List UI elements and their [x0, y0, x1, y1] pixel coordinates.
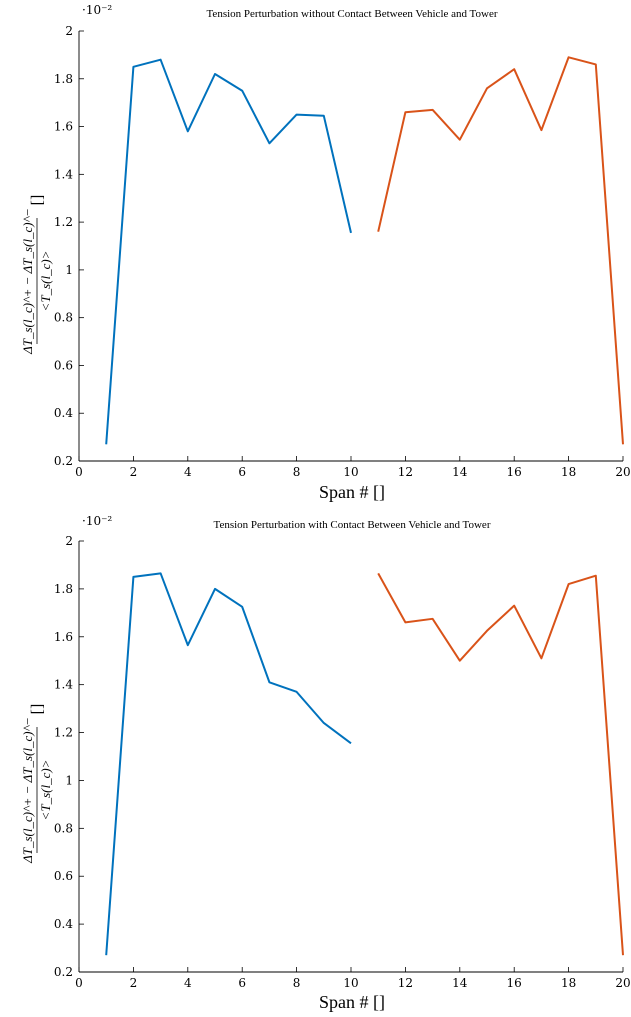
ticks-top: 0 2 4 6 8 10 12 14 16 18 20 0.2 0.4 0.6 0.8 1 1.2 1.4 1.6 1… [54, 24, 631, 479]
series-top [105, 56, 624, 445]
y-tick-label-bottom: 1.2 [54, 726, 73, 740]
x-tick-label-top: 10 [343, 465, 358, 479]
y-tick-label-bottom: 0.6 [54, 869, 73, 883]
y-label-unit-bottom: [] [29, 704, 46, 715]
chart-top: ·10⁻² Tension Perturbation without Conta… [20, 3, 631, 502]
x-tick-label-bottom: 6 [238, 976, 246, 990]
y-label-denominator-bottom: <T_s(l_c)> [38, 760, 53, 821]
x-tick-label-bottom: 4 [184, 976, 192, 990]
x-tick-label-top: 12 [398, 465, 413, 479]
x-tick-label-bottom: 12 [398, 976, 413, 990]
y-tick-label-top: 1.8 [54, 72, 73, 86]
y-label-numerator-bottom: ΔT_s(l_c)^+ − ΔT_s(l_c)^− [20, 717, 35, 864]
y-tick-label-bottom: 1.4 [54, 678, 73, 692]
series-2-line-top [377, 56, 624, 445]
y-multiplier-top: ·10⁻² [82, 3, 112, 17]
y-label-numerator-top: ΔT_s(l_c)^+ − ΔT_s(l_c)^− [20, 208, 35, 355]
x-tick-label-bottom: 20 [615, 976, 630, 990]
y-tick-label-bottom: 1.6 [54, 630, 73, 644]
x-tick-label-top: 4 [184, 465, 192, 479]
x-tick-label-top: 18 [561, 465, 576, 479]
x-tick-label-top: 14 [452, 465, 468, 479]
y-tick-label-top: 0.8 [54, 311, 73, 325]
x-tick-label-bottom: 0 [75, 976, 83, 990]
y-tick-label-bottom: 1.8 [54, 582, 73, 596]
y-tick-label-bottom: 0.2 [54, 965, 73, 979]
x-tick-label-top: 0 [75, 465, 83, 479]
y-tick-label-top: 1.6 [54, 120, 73, 134]
y-label-denominator-top: <T_s(l_c)> [38, 251, 53, 312]
y-tick-label-bottom: 0.8 [54, 821, 73, 835]
y-tick-label-top: 1.4 [54, 167, 73, 181]
x-axis-label-top: Span # [] [319, 482, 385, 502]
series-1-line-top [105, 58, 352, 445]
series-2-line-bottom [377, 572, 624, 956]
y-tick-label-top: 0.6 [54, 358, 73, 372]
y-tick-label-bottom: 1 [65, 773, 73, 787]
y-label-unit-top: [] [29, 195, 46, 206]
x-tick-label-bottom: 18 [561, 976, 576, 990]
x-tick-label-bottom: 2 [130, 976, 138, 990]
x-tick-label-top: 20 [615, 465, 630, 479]
x-tick-label-top: 6 [238, 465, 246, 479]
x-tick-label-bottom: 10 [343, 976, 358, 990]
y-tick-label-top: 1 [65, 263, 73, 277]
y-tick-label-bottom: 2 [65, 534, 73, 548]
series-1-line-bottom [105, 572, 352, 956]
chart-bottom: ·10⁻² Tension Perturbation with Contact … [20, 514, 631, 1012]
y-tick-label-bottom: 0.4 [54, 917, 73, 931]
x-tick-label-top: 8 [293, 465, 301, 479]
x-tick-label-bottom: 14 [452, 976, 468, 990]
series-bottom [105, 572, 624, 956]
ticks-bottom: 0 2 4 6 8 10 12 14 16 18 20 0.2 0.4 0.6 0.8 1 1.2 1.4 1.6 1… [54, 534, 631, 990]
y-axis-label-top: ΔT_s(l_c)^+ − ΔT_s(l_c)^− <T_s(l_c)> [] [20, 195, 53, 355]
y-axis-label-bottom: ΔT_s(l_c)^+ − ΔT_s(l_c)^− <T_s(l_c)> [] [20, 704, 53, 864]
chart-title-bottom: Tension Perturbation with Contact Betwee… [214, 519, 491, 531]
x-tick-label-top: 16 [507, 465, 522, 479]
y-tick-label-top: 0.4 [54, 406, 73, 420]
x-tick-label-bottom: 16 [507, 976, 522, 990]
y-tick-label-top: 2 [65, 24, 73, 38]
x-tick-label-bottom: 8 [293, 976, 301, 990]
chart-title-top: Tension Perturbation without Contact Bet… [206, 8, 497, 20]
x-tick-label-top: 2 [130, 465, 138, 479]
y-tick-label-top: 1.2 [54, 215, 73, 229]
y-tick-label-top: 0.2 [54, 454, 73, 468]
x-axis-label-bottom: Span # [] [319, 992, 385, 1012]
y-multiplier-bottom: ·10⁻² [82, 514, 112, 528]
